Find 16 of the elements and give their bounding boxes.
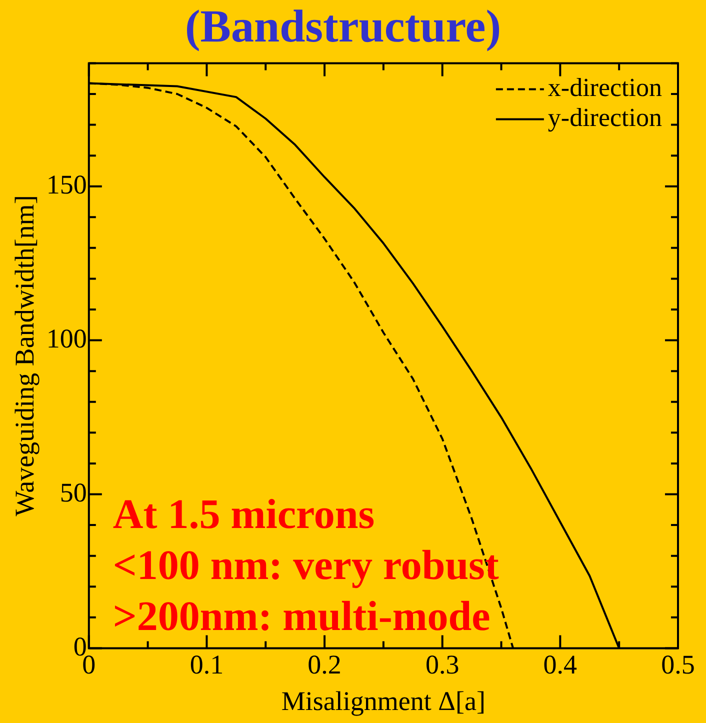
annotation: <100 nm: very robust	[112, 543, 499, 590]
x-tick-label: 0.5	[661, 649, 695, 680]
annotation: >200nm: multi-mode	[112, 594, 490, 640]
x-tick-label: 0.3	[425, 649, 460, 680]
x-tick-label: 0.2	[308, 649, 342, 680]
y-tick-label: 150	[46, 169, 87, 200]
y-axis-title: Waveguiding Bandwidth[nm]	[9, 195, 40, 516]
x-axis-title: Misalignment Δ[a]	[281, 686, 486, 716]
legend-label: y-direction	[548, 103, 662, 132]
y-tick-label: 100	[46, 323, 87, 354]
x-tick-label: 0.1	[190, 649, 224, 680]
annotation: At 1.5 microns	[112, 492, 375, 538]
y-tick-label: 50	[60, 477, 87, 508]
x-tick-label: 0.4	[543, 649, 578, 680]
chart-title: (Bandstructure)	[184, 0, 502, 52]
legend-label: x-direction	[548, 73, 662, 102]
